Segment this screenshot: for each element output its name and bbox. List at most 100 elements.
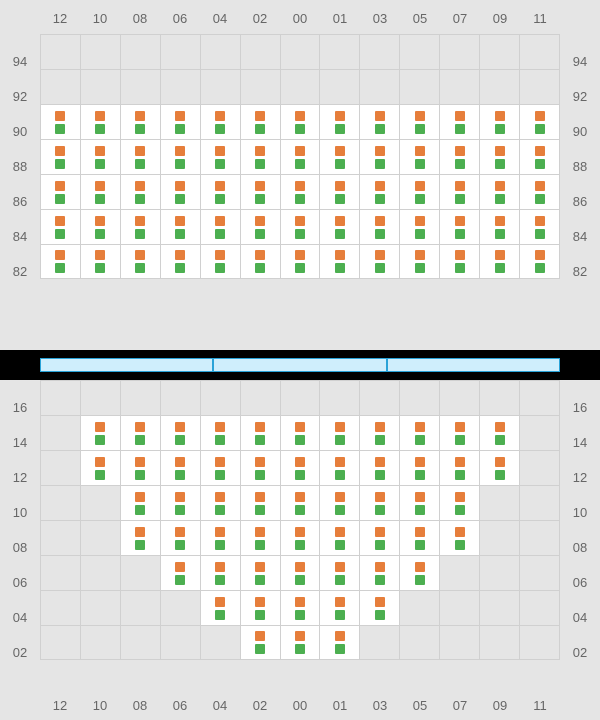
seat-cell[interactable] [160, 140, 200, 174]
seat-cell[interactable] [399, 245, 439, 278]
seat-cell[interactable] [40, 210, 80, 244]
seat-cell[interactable] [240, 140, 280, 174]
seat-cell[interactable] [519, 210, 560, 244]
seat-cell[interactable] [319, 486, 359, 520]
seat-cell[interactable] [359, 175, 399, 209]
seat-cell[interactable] [359, 416, 399, 450]
seat-cell[interactable] [359, 210, 399, 244]
seat-cell[interactable] [40, 175, 80, 209]
seat-cell[interactable] [280, 591, 320, 625]
seat-cell[interactable] [359, 486, 399, 520]
seat-cell[interactable] [319, 416, 359, 450]
seat-cell[interactable] [359, 451, 399, 485]
seat-cell[interactable] [160, 486, 200, 520]
seat-cell[interactable] [200, 105, 240, 139]
seat-cell[interactable] [200, 210, 240, 244]
seat-cell[interactable] [120, 521, 160, 555]
seat-cell[interactable] [120, 105, 160, 139]
seat-cell[interactable] [280, 140, 320, 174]
seat-cell[interactable] [519, 105, 560, 139]
seat-cell[interactable] [439, 451, 479, 485]
seat-cell[interactable] [359, 556, 399, 590]
seat-cell[interactable] [120, 245, 160, 278]
seat-cell[interactable] [120, 140, 160, 174]
seat-cell[interactable] [319, 105, 359, 139]
seat-cell[interactable] [120, 451, 160, 485]
seat-cell[interactable] [399, 451, 439, 485]
seat-cell[interactable] [280, 521, 320, 555]
seat-cell[interactable] [40, 140, 80, 174]
seat-cell[interactable] [479, 105, 519, 139]
seat-cell[interactable] [439, 245, 479, 278]
seat-cell[interactable] [479, 175, 519, 209]
seat-cell[interactable] [399, 140, 439, 174]
seat-cell[interactable] [319, 245, 359, 278]
seat-cell[interactable] [399, 210, 439, 244]
seat-cell[interactable] [319, 451, 359, 485]
seat-cell[interactable] [519, 140, 560, 174]
seat-cell[interactable] [240, 245, 280, 278]
seat-cell[interactable] [479, 210, 519, 244]
seat-cell[interactable] [240, 556, 280, 590]
seat-cell[interactable] [40, 245, 80, 278]
seat-cell[interactable] [240, 175, 280, 209]
seat-cell[interactable] [240, 451, 280, 485]
seat-cell[interactable] [319, 521, 359, 555]
seat-cell[interactable] [200, 486, 240, 520]
seat-cell[interactable] [40, 105, 80, 139]
seat-cell[interactable] [319, 210, 359, 244]
seat-cell[interactable] [160, 451, 200, 485]
seat-cell[interactable] [80, 245, 120, 278]
seat-cell[interactable] [120, 210, 160, 244]
seat-cell[interactable] [280, 175, 320, 209]
seat-cell[interactable] [240, 626, 280, 659]
seat-cell[interactable] [120, 416, 160, 450]
seat-cell[interactable] [80, 416, 120, 450]
seat-cell[interactable] [479, 416, 519, 450]
seat-cell[interactable] [319, 175, 359, 209]
seat-cell[interactable] [280, 105, 320, 139]
seat-cell[interactable] [439, 210, 479, 244]
seat-cell[interactable] [439, 521, 479, 555]
seat-cell[interactable] [200, 556, 240, 590]
seat-cell[interactable] [200, 416, 240, 450]
seat-cell[interactable] [200, 521, 240, 555]
seat-cell[interactable] [160, 175, 200, 209]
seat-cell[interactable] [200, 245, 240, 278]
seat-cell[interactable] [359, 245, 399, 278]
seat-cell[interactable] [479, 451, 519, 485]
seat-cell[interactable] [280, 626, 320, 659]
seat-cell[interactable] [319, 591, 359, 625]
seat-cell[interactable] [80, 175, 120, 209]
seat-cell[interactable] [439, 486, 479, 520]
seat-cell[interactable] [80, 140, 120, 174]
seat-cell[interactable] [200, 175, 240, 209]
seat-cell[interactable] [200, 451, 240, 485]
seat-cell[interactable] [280, 416, 320, 450]
seat-cell[interactable] [399, 486, 439, 520]
seat-cell[interactable] [399, 105, 439, 139]
seat-cell[interactable] [160, 245, 200, 278]
seat-cell[interactable] [399, 556, 439, 590]
seat-cell[interactable] [200, 591, 240, 625]
seat-cell[interactable] [240, 486, 280, 520]
seat-cell[interactable] [120, 486, 160, 520]
seat-cell[interactable] [319, 626, 359, 659]
seat-cell[interactable] [280, 210, 320, 244]
seat-cell[interactable] [399, 521, 439, 555]
seat-cell[interactable] [160, 210, 200, 244]
seat-cell[interactable] [439, 105, 479, 139]
seat-cell[interactable] [160, 416, 200, 450]
seat-cell[interactable] [240, 591, 280, 625]
seat-cell[interactable] [479, 140, 519, 174]
seat-cell[interactable] [240, 416, 280, 450]
seat-cell[interactable] [359, 105, 399, 139]
seat-cell[interactable] [160, 105, 200, 139]
seat-cell[interactable] [359, 140, 399, 174]
seat-cell[interactable] [80, 210, 120, 244]
seat-cell[interactable] [399, 416, 439, 450]
seat-cell[interactable] [519, 245, 560, 278]
seat-cell[interactable] [319, 556, 359, 590]
seat-cell[interactable] [280, 556, 320, 590]
seat-cell[interactable] [240, 521, 280, 555]
